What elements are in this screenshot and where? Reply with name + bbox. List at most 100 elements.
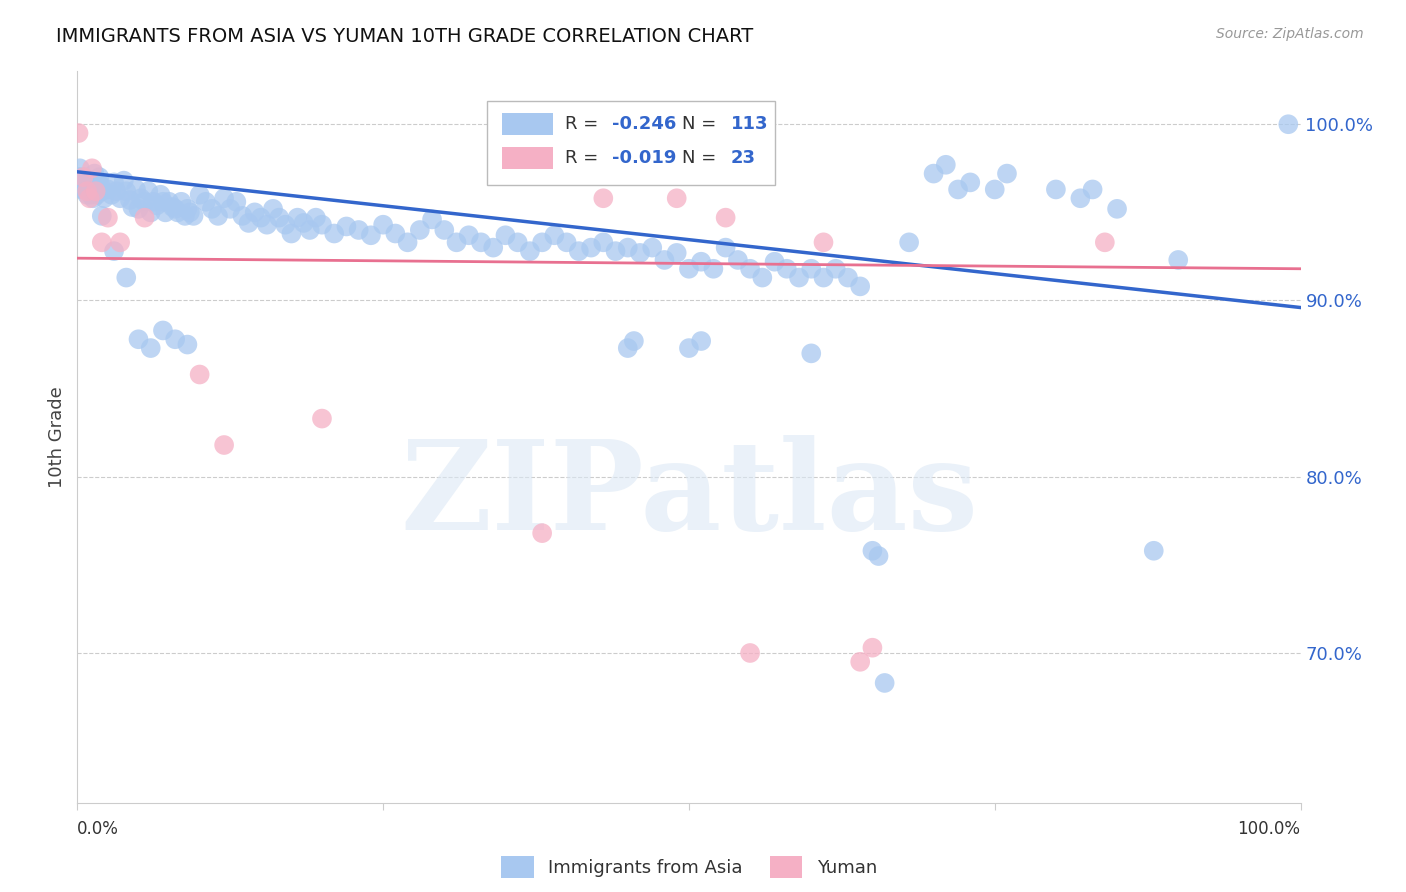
Point bbox=[170, 194, 193, 209]
Point bbox=[70, 178, 93, 193]
Point bbox=[862, 543, 884, 558]
Point bbox=[457, 228, 479, 243]
Bar bbox=[502, 146, 553, 169]
Point bbox=[79, 191, 101, 205]
Point bbox=[183, 209, 205, 223]
Point bbox=[531, 235, 554, 250]
Point bbox=[201, 202, 224, 216]
Point bbox=[136, 184, 159, 198]
Point bbox=[112, 174, 135, 188]
Point bbox=[1107, 202, 1129, 216]
Point bbox=[740, 646, 762, 660]
Point bbox=[849, 279, 872, 293]
Text: 113: 113 bbox=[731, 115, 768, 133]
Point bbox=[103, 244, 125, 259]
Point bbox=[568, 244, 591, 259]
Point bbox=[155, 205, 177, 219]
Point bbox=[97, 211, 120, 225]
Point bbox=[873, 676, 896, 690]
Point bbox=[714, 241, 737, 255]
Point bbox=[813, 270, 835, 285]
Point bbox=[72, 170, 94, 185]
Point bbox=[654, 252, 676, 267]
Point bbox=[188, 187, 211, 202]
Point bbox=[305, 211, 328, 225]
Point bbox=[212, 438, 235, 452]
Point bbox=[188, 368, 211, 382]
Point bbox=[79, 175, 101, 189]
Point bbox=[519, 244, 541, 259]
Point bbox=[274, 218, 297, 232]
Point bbox=[97, 182, 120, 196]
Point bbox=[176, 202, 198, 216]
Point bbox=[125, 182, 148, 196]
Point bbox=[76, 184, 98, 198]
Text: R =: R = bbox=[565, 115, 605, 133]
Point bbox=[84, 184, 107, 198]
Point bbox=[592, 235, 614, 250]
Point bbox=[121, 200, 143, 214]
Point bbox=[495, 228, 517, 243]
Text: Source: ZipAtlas.com: Source: ZipAtlas.com bbox=[1216, 27, 1364, 41]
Point bbox=[665, 191, 688, 205]
Point bbox=[262, 202, 284, 216]
Point bbox=[959, 175, 981, 189]
Point bbox=[231, 209, 253, 223]
Point bbox=[714, 211, 737, 225]
Point bbox=[67, 126, 90, 140]
Point bbox=[824, 261, 846, 276]
Point bbox=[690, 334, 713, 348]
Point bbox=[506, 235, 529, 250]
Point bbox=[165, 202, 187, 216]
Text: ZIPatlas: ZIPatlas bbox=[399, 435, 979, 556]
Point bbox=[73, 178, 96, 193]
Point bbox=[946, 182, 969, 196]
Point bbox=[93, 191, 115, 205]
Point bbox=[837, 270, 859, 285]
Point bbox=[727, 252, 749, 267]
Point bbox=[134, 211, 156, 225]
Point bbox=[90, 184, 112, 198]
Point bbox=[446, 235, 468, 250]
Point bbox=[250, 211, 273, 225]
Point bbox=[80, 178, 103, 193]
Point bbox=[751, 270, 773, 285]
Point bbox=[115, 184, 138, 198]
Point bbox=[690, 254, 713, 268]
Point bbox=[433, 223, 456, 237]
Point bbox=[80, 187, 103, 202]
Point bbox=[139, 341, 162, 355]
Text: R =: R = bbox=[565, 149, 605, 167]
Point bbox=[311, 411, 333, 425]
Point bbox=[420, 212, 443, 227]
Point bbox=[75, 174, 97, 188]
Text: IMMIGRANTS FROM ASIA VS YUMAN 10TH GRADE CORRELATION CHART: IMMIGRANTS FROM ASIA VS YUMAN 10TH GRADE… bbox=[56, 27, 754, 45]
Point bbox=[77, 182, 100, 196]
Point bbox=[67, 170, 90, 185]
Point bbox=[70, 182, 93, 196]
Point bbox=[740, 261, 762, 276]
Text: N =: N = bbox=[682, 149, 721, 167]
Point bbox=[142, 194, 165, 209]
Point bbox=[128, 202, 150, 216]
Point bbox=[225, 194, 247, 209]
Point bbox=[166, 205, 188, 219]
Point bbox=[108, 235, 131, 250]
Point bbox=[1277, 117, 1299, 131]
Point bbox=[152, 323, 174, 337]
Point bbox=[384, 227, 406, 241]
Point bbox=[347, 223, 370, 237]
FancyBboxPatch shape bbox=[486, 101, 775, 185]
Point bbox=[90, 235, 112, 250]
Point bbox=[90, 209, 112, 223]
Text: N =: N = bbox=[682, 115, 721, 133]
Point bbox=[174, 209, 197, 223]
Point bbox=[238, 216, 260, 230]
Text: 100.0%: 100.0% bbox=[1237, 820, 1301, 838]
Point bbox=[470, 235, 492, 250]
Point bbox=[287, 211, 309, 225]
Point bbox=[555, 235, 578, 250]
Point bbox=[605, 244, 627, 259]
Point bbox=[146, 198, 169, 212]
Point bbox=[531, 526, 554, 541]
